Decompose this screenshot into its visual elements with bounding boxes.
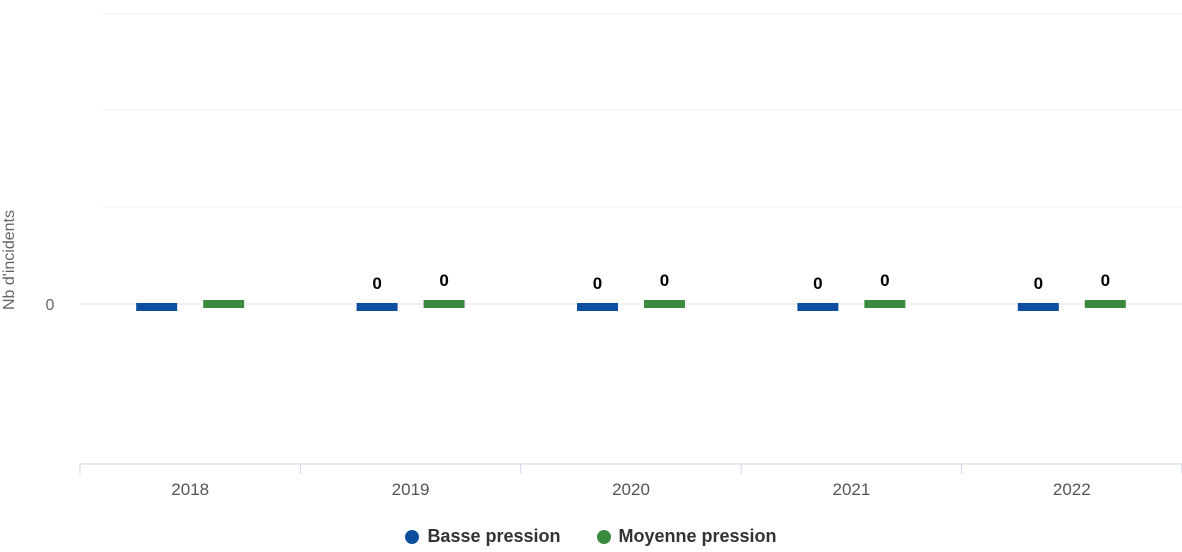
data-labels: 0 0 0 0 0 0 0 0 [372,271,1110,293]
x-tick-label: 2022 [1053,480,1091,499]
gridlines [80,13,1182,305]
y-tick-label: 0 [46,297,55,314]
bar-moyenne-pression-2020[interactable] [644,300,685,308]
bar-basse-pression-2022[interactable] [1017,303,1059,311]
data-label: 0 [1034,274,1043,293]
data-label: 0 [1101,271,1110,290]
data-label: 0 [439,271,448,290]
legend-dot-icon [405,529,420,544]
bar-moyenne-pression-2021[interactable] [864,300,906,308]
legend-label: Basse pression [427,526,561,546]
data-label: 0 [372,274,381,293]
bar-basse-pression-2018[interactable] [136,303,178,311]
bar-moyenne-pression-2022[interactable] [1084,300,1126,308]
x-tick-label: 2021 [832,480,870,499]
bar-basse-pression-2020[interactable] [577,303,618,311]
x-ticks: 2018 2019 2020 2021 2022 [79,464,1182,499]
x-tick-label: 2020 [612,480,650,499]
bars [136,300,1126,311]
legend-item-moyenne-pression[interactable]: Moyenne pression [596,526,777,547]
bar-basse-pression-2019[interactable] [356,303,398,311]
bar-moyenne-pression-2018[interactable] [203,300,245,308]
data-label: 0 [813,274,822,293]
data-label: 0 [880,271,889,290]
x-tick-label: 2018 [171,480,209,499]
bar-basse-pression-2021[interactable] [797,303,839,311]
bar-moyenne-pression-2019[interactable] [423,300,465,308]
data-label: 0 [660,271,669,290]
legend-item-basse-pression[interactable]: Basse pression [405,526,561,547]
legend: Basse pression Moyenne pression [0,526,1182,547]
data-label: 0 [593,274,602,293]
legend-dot-icon [596,529,611,544]
legend-label: Moyenne pression [618,526,777,546]
x-tick-label: 2019 [392,480,430,499]
y-axis-label: Nb d'incidents [1,210,18,310]
